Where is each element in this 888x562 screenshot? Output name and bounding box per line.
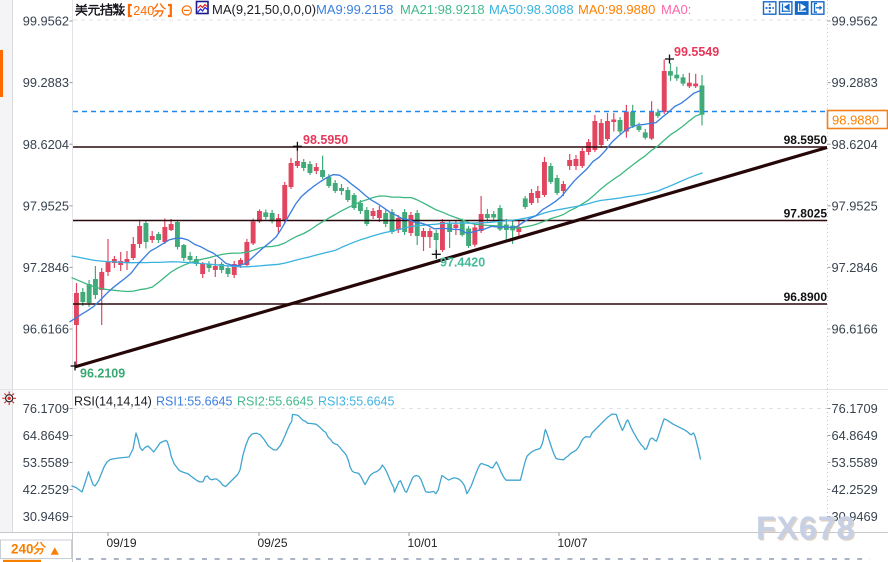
svg-text:RSI(14,14,14): RSI(14,14,14): [74, 395, 152, 409]
svg-text:97.9525: 97.9525: [23, 198, 69, 213]
svg-text:09/19: 09/19: [106, 536, 136, 550]
svg-text:RSI3:55.6645: RSI3:55.6645: [318, 395, 394, 409]
svg-text:MA(9,21,50,0,0,0): MA(9,21,50,0,0,0): [212, 2, 316, 17]
svg-text:98.5950: 98.5950: [303, 133, 348, 147]
svg-text:99.5549: 99.5549: [674, 45, 719, 59]
svg-text:240: 240: [11, 542, 34, 557]
svg-text:FX678: FX678: [756, 510, 855, 546]
svg-text:FX678: FX678: [758, 512, 857, 548]
svg-text:64.8649: 64.8649: [23, 428, 69, 443]
svg-text:98.5950: 98.5950: [784, 133, 828, 147]
svg-text:RSI2:55.6645: RSI2:55.6645: [237, 395, 313, 409]
svg-text:96.8900: 96.8900: [784, 290, 828, 304]
svg-text:99.2883: 99.2883: [23, 75, 69, 90]
svg-text:RSI1:55.6645: RSI1:55.6645: [156, 395, 232, 409]
svg-text:97.4420: 97.4420: [440, 256, 485, 270]
svg-text:96.2109: 96.2109: [80, 367, 125, 381]
svg-text:MA9:99.2158: MA9:99.2158: [316, 2, 393, 17]
svg-text:99.2883: 99.2883: [832, 75, 878, 90]
svg-text:97.9525: 97.9525: [832, 198, 878, 213]
svg-text:53.5589: 53.5589: [23, 455, 69, 470]
svg-text:96.6166: 96.6166: [832, 322, 878, 337]
svg-text:98.6204: 98.6204: [23, 137, 69, 152]
svg-text:97.8025: 97.8025: [784, 207, 828, 221]
svg-text:MA21:98.9218: MA21:98.9218: [400, 2, 485, 17]
svg-text:76.1709: 76.1709: [23, 401, 69, 416]
svg-text:42.2529: 42.2529: [832, 482, 878, 497]
svg-text:MA50:98.3088: MA50:98.3088: [489, 2, 574, 17]
svg-text:MA0:: MA0:: [661, 2, 691, 17]
svg-text:99.9562: 99.9562: [832, 14, 878, 29]
svg-text:76.1709: 76.1709: [832, 401, 878, 416]
svg-text:98.9880: 98.9880: [832, 113, 879, 128]
svg-text:30.9469: 30.9469: [832, 509, 878, 524]
svg-text:97.2846: 97.2846: [832, 260, 878, 275]
svg-text:64.8649: 64.8649: [832, 428, 878, 443]
svg-text:09/25: 09/25: [257, 536, 287, 550]
svg-text:MA0:98.9880: MA0:98.9880: [578, 2, 655, 17]
svg-text:30.9469: 30.9469: [23, 509, 69, 524]
svg-text:99.9562: 99.9562: [23, 14, 69, 29]
svg-text:98.6204: 98.6204: [832, 137, 878, 152]
svg-text:10/07: 10/07: [557, 536, 587, 550]
svg-text:53.5589: 53.5589: [832, 455, 878, 470]
svg-text:96.6166: 96.6166: [23, 322, 69, 337]
svg-text:10/01: 10/01: [407, 536, 437, 550]
svg-text:42.2529: 42.2529: [23, 482, 69, 497]
svg-text:240: 240: [133, 4, 154, 18]
svg-text:97.2846: 97.2846: [23, 260, 69, 275]
